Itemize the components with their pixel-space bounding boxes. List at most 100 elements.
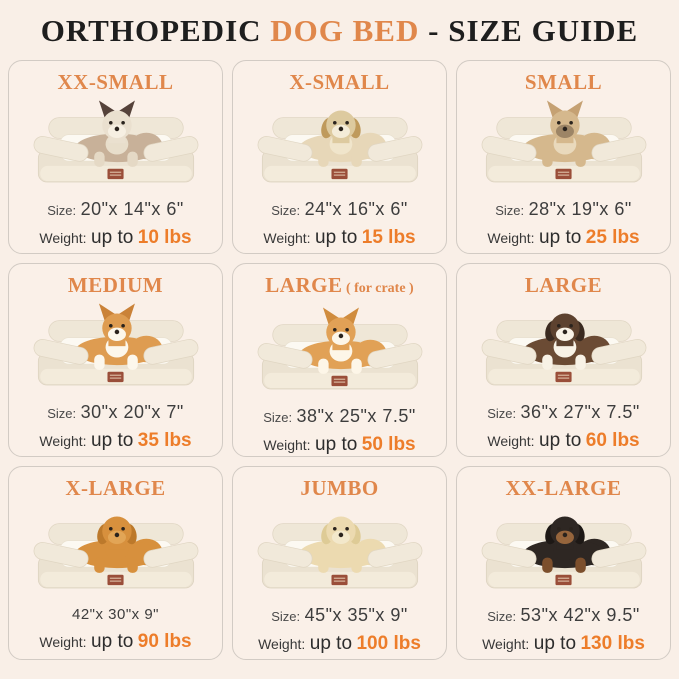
weight-label: Weight: [263, 437, 311, 453]
dog-on-bed-graphic [257, 516, 422, 589]
size-name-main: XX-LARGE [505, 476, 622, 500]
dog-graphic [522, 313, 610, 370]
size-card-x-large: X-LARGE [8, 466, 223, 660]
size-card-small: SMALL [456, 60, 671, 254]
label-tag [554, 574, 572, 586]
dog-graphic [74, 100, 162, 167]
dog-graphic [522, 100, 610, 167]
size-card-medium: MEDIUM [8, 263, 223, 457]
weight-line: Weight: up to 130 lbs [457, 632, 670, 657]
size-line: Size: 36"x 27"x 7.5" [457, 401, 670, 425]
size-name-main: MEDIUM [67, 273, 164, 297]
size-line: 42"x 30"x 9" [9, 604, 222, 626]
size-card-xx-large: XX-LARGE [456, 466, 671, 660]
size-label: Size: [495, 203, 525, 218]
dog-graphic [298, 516, 386, 573]
weight-label: Weight: [482, 636, 530, 652]
size-line: Size: 28"x 19"x 6" [457, 198, 670, 222]
label-tag [106, 574, 124, 586]
size-name-main: SMALL [524, 70, 603, 94]
weight-upto: up to [315, 227, 358, 248]
dog-on-bed-graphic [33, 303, 198, 386]
bed-arms-graphic [257, 342, 422, 369]
weight-line: Weight: up to 25 lbs [457, 226, 670, 251]
dog-graphic [298, 307, 386, 374]
dog-graphic [74, 516, 162, 573]
size-line: Size: 20"x 14"x 6" [9, 198, 222, 222]
dog-bed-photo [233, 302, 446, 404]
size-name: LARGE ( for crate ) [233, 272, 446, 302]
size-name-main: LARGE [265, 273, 343, 297]
size-value: 53"x 42"x 9.5" [520, 605, 640, 625]
size-name: XX-LARGE [457, 475, 670, 501]
dog-bed-photo [457, 298, 670, 400]
dog-bed-photo [457, 501, 670, 603]
dog-on-bed-graphic [257, 110, 422, 183]
weight-value: 130 lbs [580, 633, 645, 654]
bed-arms-graphic [481, 135, 646, 162]
page-title: ORTHOPEDIC DOG BED - SIZE GUIDE [0, 0, 679, 49]
title-prefix: ORTHOPEDIC [40, 13, 271, 48]
weight-value: 25 lbs [585, 227, 640, 248]
dog-graphic [298, 110, 386, 167]
size-value: 36"x 27"x 7.5" [520, 402, 640, 422]
label-tag [554, 371, 572, 383]
weight-upto: up to [315, 434, 358, 455]
dog-bed-photo [457, 95, 670, 197]
size-card-xx-small: XX-SMALL [8, 60, 223, 254]
weight-label: Weight: [39, 433, 87, 449]
size-name-main: JUMBO [300, 476, 379, 500]
size-line: Size: 30"x 20"x 7" [9, 401, 222, 425]
size-card-jumbo: JUMBO [232, 466, 447, 660]
dog-graphic [74, 303, 162, 370]
size-value: 28"x 19"x 6" [528, 199, 632, 219]
weight-upto: up to [91, 227, 134, 248]
size-value: 45"x 35"x 9" [304, 605, 408, 625]
weight-value: 15 lbs [361, 227, 416, 248]
weight-upto: up to [539, 430, 582, 451]
weight-upto: up to [91, 430, 134, 451]
size-line: Size: 24"x 16"x 6" [233, 198, 446, 222]
size-grid: XX-SMALL [8, 60, 671, 660]
size-label: Size: [47, 406, 77, 421]
size-name: X-SMALL [233, 69, 446, 95]
weight-upto: up to [309, 633, 353, 654]
size-value: 30"x 20"x 7" [80, 402, 184, 422]
size-line: Size: 45"x 35"x 9" [233, 604, 446, 628]
size-name-main: X-SMALL [289, 70, 390, 94]
size-card-large: LARGE [456, 263, 671, 457]
weight-label: Weight: [39, 634, 87, 650]
weight-line: Weight: up to 100 lbs [233, 632, 446, 657]
weight-upto: up to [91, 631, 134, 652]
weight-line: Weight: up to 90 lbs [9, 630, 222, 655]
size-name: LARGE [457, 272, 670, 298]
size-card-x-small: X-SMALL [232, 60, 447, 254]
dog-bed-photo [9, 95, 222, 197]
dog-bed-photo [9, 501, 222, 603]
weight-value: 10 lbs [137, 227, 192, 248]
weight-label: Weight: [39, 230, 87, 246]
size-value: 38"x 25"x 7.5" [296, 406, 416, 426]
dog-on-bed-graphic [481, 516, 646, 589]
label-tag [554, 168, 572, 180]
dog-on-bed-graphic [33, 516, 198, 589]
weight-upto: up to [539, 227, 582, 248]
size-line: Size: 38"x 25"x 7.5" [233, 405, 446, 429]
size-label: Size: [271, 609, 301, 624]
size-name-main: LARGE [524, 273, 603, 297]
weight-line: Weight: up to 15 lbs [233, 226, 446, 251]
weight-label: Weight: [263, 230, 311, 246]
size-label: Size: [271, 203, 301, 218]
weight-line: Weight: up to 35 lbs [9, 429, 222, 454]
dog-bed-photo [233, 501, 446, 603]
size-value: 20"x 14"x 6" [80, 199, 184, 219]
dog-bed-photo [9, 298, 222, 400]
label-tag [106, 371, 124, 383]
title-highlight: DOG BED [270, 13, 420, 48]
bed-arms-graphic [481, 338, 646, 365]
weight-value: 90 lbs [137, 631, 192, 652]
weight-label: Weight: [487, 433, 535, 449]
size-label: Size: [47, 203, 77, 218]
dog-on-bed-graphic [481, 313, 646, 386]
weight-value: 35 lbs [137, 430, 192, 451]
